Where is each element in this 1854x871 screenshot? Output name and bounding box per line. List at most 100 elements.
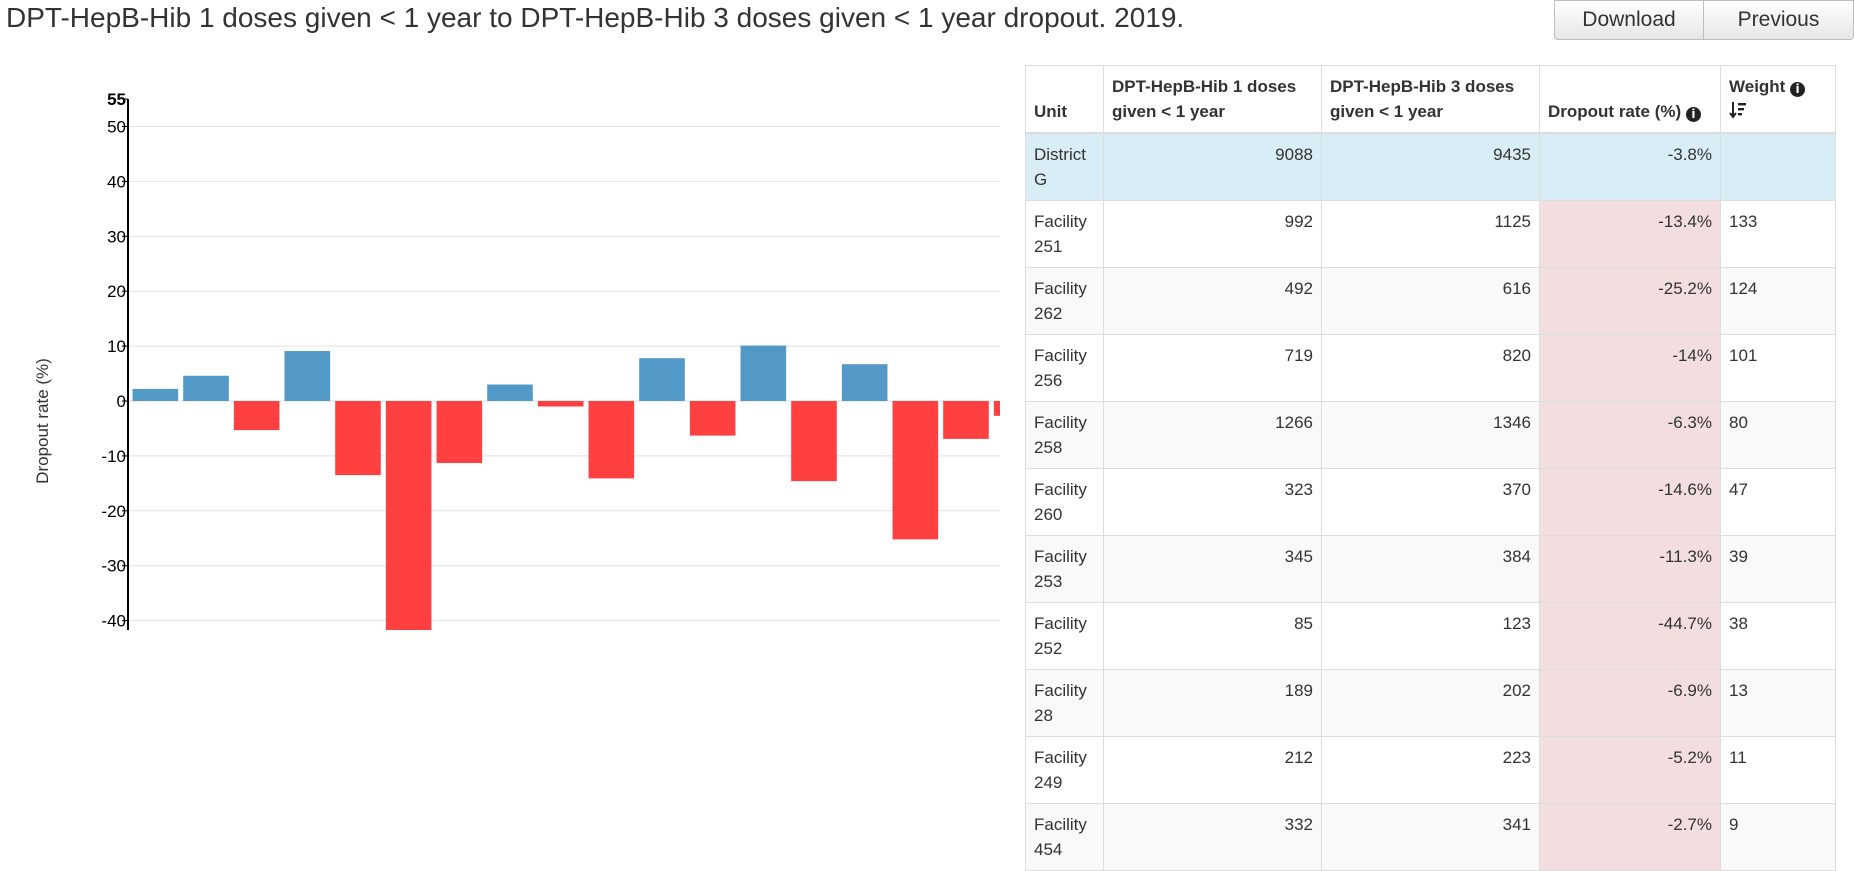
chart-bar[interactable] (892, 401, 939, 540)
chart-bar[interactable] (436, 401, 483, 464)
sort-descending-icon[interactable] (1729, 101, 1747, 119)
cell-weight: 124 (1720, 267, 1836, 335)
header-dropout[interactable]: Dropout rate (%) i (1539, 65, 1721, 134)
cell-dropout: -5.2% (1539, 736, 1721, 804)
cell-weight (1720, 132, 1836, 201)
dropout-table-container: Unit DPT-HepB-Hib 1 doses given < 1 year… (1025, 65, 1836, 871)
chart-y-axis: -40 -30 -20 -10 0 10 20 30 40 50 55 (101, 90, 129, 630)
table-row[interactable]: Facility 28 189 202 -6.9% 13 (1025, 669, 1836, 737)
y-tick-label: -40 (101, 612, 126, 630)
cell-dose3: 123 (1321, 602, 1540, 670)
y-tick-label: 50 (107, 118, 126, 137)
cell-dropout: -6.9% (1539, 669, 1721, 737)
cell-unit: Facility 249 (1025, 736, 1104, 804)
chart-bar[interactable] (183, 375, 229, 401)
table-row[interactable]: Facility 262 492 616 -25.2% 124 (1025, 267, 1836, 335)
header-unit[interactable]: Unit (1025, 65, 1104, 134)
table-row[interactable]: Facility 258 1266 1346 -6.3% 80 (1025, 401, 1836, 469)
chart-bar[interactable] (132, 388, 179, 401)
cell-dose3: 9435 (1321, 132, 1540, 201)
table-row[interactable]: Facility 253 345 384 -11.3% 39 (1025, 535, 1836, 603)
y-tick-label: 10 (107, 337, 126, 356)
cell-dose3: 384 (1321, 535, 1540, 603)
cell-dropout: -14.6% (1539, 468, 1721, 536)
chart-bar[interactable] (740, 345, 787, 401)
cell-dose3: 1346 (1321, 401, 1540, 469)
cell-dropout: -3.8% (1539, 132, 1721, 201)
cell-unit: Facility 251 (1025, 200, 1104, 268)
dropout-bar-chart: -40 -30 -20 -10 0 10 20 30 40 50 55 Dropout rate (… (33, 90, 1000, 630)
cell-dose1: 492 (1103, 267, 1322, 335)
cell-dose1: 992 (1103, 200, 1322, 268)
info-icon[interactable]: i (1685, 107, 1701, 122)
toolbar: Download Previous (1554, 0, 1854, 40)
cell-unit: Facility 260 (1025, 468, 1104, 536)
header-dose3[interactable]: DPT-HepB-Hib 3 doses given < 1 year (1321, 65, 1540, 134)
y-tick-label: 0 (117, 392, 126, 411)
cell-dropout: -11.3% (1539, 535, 1721, 603)
cell-dose3: 1125 (1321, 200, 1540, 268)
chart-bar[interactable] (284, 351, 331, 401)
page-title: DPT-HepB-Hib 1 doses given < 1 year to D… (6, 2, 1185, 33)
cell-unit: Facility 258 (1025, 401, 1104, 469)
cell-unit: Facility 454 (1025, 803, 1104, 871)
header-dose1[interactable]: DPT-HepB-Hib 1 doses given < 1 year (1103, 65, 1322, 134)
chart-bar[interactable] (993, 401, 1000, 416)
cell-dose3: 341 (1321, 803, 1540, 871)
cell-unit: Facility 28 (1025, 669, 1104, 737)
chart-bars (132, 345, 1000, 630)
y-tick-label: 40 (107, 172, 126, 191)
cell-dropout: -25.2% (1539, 267, 1721, 335)
cell-unit: Facility 253 (1025, 535, 1104, 603)
cell-dose3: 616 (1321, 267, 1540, 335)
chart-bar[interactable] (791, 401, 837, 482)
cell-weight: 101 (1720, 334, 1836, 402)
cell-weight: 38 (1720, 602, 1836, 670)
y-tick-label: -30 (101, 557, 126, 576)
info-icon[interactable]: i (1790, 82, 1806, 97)
chart-bar[interactable] (385, 401, 432, 630)
cell-dose3: 223 (1321, 736, 1540, 804)
cell-dose3: 370 (1321, 468, 1540, 536)
y-tick-label: 55 (107, 90, 126, 109)
table-row[interactable]: Facility 260 323 370 -14.6% 47 (1025, 468, 1836, 536)
chart-bar[interactable] (943, 401, 989, 439)
cell-unit: Facility 256 (1025, 334, 1104, 402)
y-axis-label: Dropout rate (%) (33, 358, 52, 484)
chart-bar[interactable] (639, 358, 685, 401)
table-row-district[interactable]: District G 9088 9435 -3.8% (1025, 132, 1836, 201)
table-row[interactable]: Facility 252 85 123 -44.7% 38 (1025, 602, 1836, 670)
download-button[interactable]: Download (1554, 0, 1704, 40)
chart-bar[interactable] (335, 401, 381, 476)
cell-weight: 13 (1720, 669, 1836, 737)
table-row[interactable]: Facility 256 719 820 -14% 101 (1025, 334, 1836, 402)
cell-weight: 11 (1720, 736, 1836, 804)
table-row[interactable]: Facility 249 212 223 -5.2% 11 (1025, 736, 1836, 804)
table-header-row: Unit DPT-HepB-Hib 1 doses given < 1 year… (1025, 65, 1836, 134)
table-row[interactable]: Facility 251 992 1125 -13.4% 133 (1025, 200, 1836, 268)
cell-weight: 39 (1720, 535, 1836, 603)
chart-bar[interactable] (588, 401, 635, 479)
cell-dose1: 85 (1103, 602, 1322, 670)
chart-bar[interactable] (487, 384, 533, 401)
chart-bar[interactable] (537, 401, 584, 407)
cell-weight: 80 (1720, 401, 1836, 469)
cell-weight: 133 (1720, 200, 1836, 268)
cell-unit: District G (1025, 132, 1104, 201)
cell-dropout: -2.7% (1539, 803, 1721, 871)
chart-bar[interactable] (689, 401, 736, 436)
previous-button[interactable]: Previous (1704, 0, 1854, 40)
chart-bar[interactable] (841, 364, 888, 401)
y-tick-label: 30 (107, 227, 126, 246)
chart-bar[interactable] (233, 401, 280, 431)
cell-weight: 9 (1720, 803, 1836, 871)
cell-weight: 47 (1720, 468, 1836, 536)
cell-dose1: 345 (1103, 535, 1322, 603)
cell-dose1: 212 (1103, 736, 1322, 804)
header-weight[interactable]: Weight i (1720, 65, 1836, 134)
cell-unit: Facility 252 (1025, 602, 1104, 670)
cell-unit: Facility 262 (1025, 267, 1104, 335)
table-row[interactable]: Facility 454 332 341 -2.7% 9 (1025, 803, 1836, 871)
header-dropout-label: Dropout rate (%) (1548, 102, 1682, 121)
cell-dropout: -14% (1539, 334, 1721, 402)
